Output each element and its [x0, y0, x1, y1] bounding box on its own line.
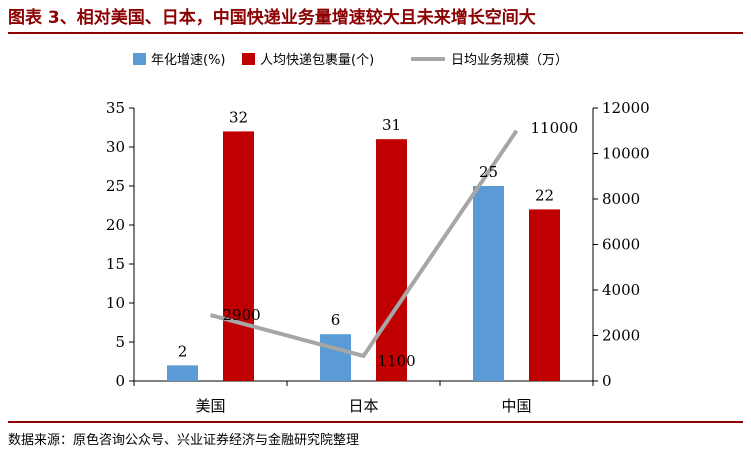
x-tick-label: 中国	[501, 397, 531, 415]
bar-label-1-1: 31	[382, 116, 401, 134]
bar-label-0-1: 6	[331, 311, 341, 329]
legend-label-2: 日均业务规模（万）	[451, 52, 568, 68]
bar-1-1	[376, 139, 407, 381]
source-note: 数据来源：原色咨询公众号、兴业证券经济与金融研究院整理	[8, 421, 743, 448]
y-right-tick-label: 0	[602, 372, 612, 390]
line-path	[209, 129, 519, 359]
bar-0-2	[473, 186, 504, 381]
line-series	[209, 129, 519, 359]
bar-1-0	[223, 131, 254, 381]
axes: 0 5 10 15 20 25 30 35 0 2000 4000 6000 8000 10000 1200…	[106, 99, 650, 415]
y-right-tick-label: 8000	[602, 190, 640, 208]
y-right-tick-label: 4000	[602, 281, 640, 299]
bar-label-0-0: 2	[178, 342, 188, 360]
legend: 年化增速(%) 人均快递包裹量(个) 日均业务规模（万）	[133, 52, 568, 68]
chart-title: 图表 3、相对美国、日本，中国快递业务量增速较大且未来增长空间大	[8, 4, 743, 34]
bars	[167, 131, 560, 381]
x-tick-label: 日本	[348, 397, 378, 415]
line-label-2: 11000	[531, 119, 579, 137]
bar-label-1-0: 32	[229, 108, 248, 126]
y-right-tick-label: 2000	[602, 327, 640, 345]
y-left-tick-label: 0	[115, 372, 125, 390]
legend-label-0: 年化增速(%)	[151, 53, 226, 68]
line-label-0: 2900	[223, 306, 261, 324]
y-right-tick-label: 12000	[602, 99, 650, 117]
y-left-tick-label: 10	[106, 294, 125, 312]
y-left-tick-label: 25	[106, 177, 125, 195]
bar-1-2	[529, 209, 560, 381]
bar-0-0	[167, 365, 198, 381]
data-labels: 2 32 6 31 25 22 2900 1100 11000	[178, 108, 578, 370]
bar-label-0-2: 25	[479, 163, 498, 181]
y-left-tick-label: 5	[115, 333, 125, 351]
line-label-1: 1100	[378, 352, 416, 370]
x-tick-label: 美国	[195, 397, 225, 415]
legend-swatch-1	[242, 53, 255, 65]
y-right-tick-label: 6000	[602, 236, 640, 254]
y-right-tick-label: 10000	[602, 145, 650, 163]
y-left-tick-label: 35	[106, 99, 125, 117]
chart-area: 年化增速(%) 人均快递包裹量(个) 日均业务规模（万） 0510152025303…	[106, 52, 650, 415]
y-left-tick-label: 15	[106, 255, 125, 273]
bar-0-1	[320, 334, 351, 381]
legend-swatch-0	[133, 53, 146, 65]
y-left-tick-label: 30	[106, 138, 125, 156]
legend-label-1: 人均快递包裹量(个)	[260, 53, 374, 68]
y-left-tick-label: 20	[106, 216, 125, 234]
bar-label-1-2: 22	[535, 186, 554, 204]
